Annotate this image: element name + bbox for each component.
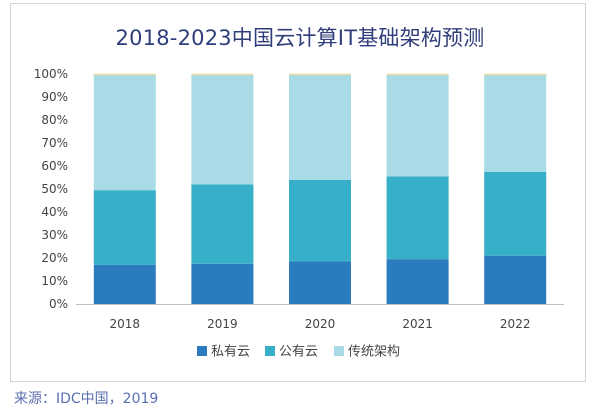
y-tick-label: 10% [41, 274, 68, 288]
bar-2020-series-1 [289, 179, 351, 262]
chart-title: 2018-2023中国云计算IT基础架构预测 [115, 26, 485, 50]
bar-2022-series-2 [484, 74, 547, 172]
bar-2020-series-0 [289, 261, 351, 304]
legend-label-1: 公有云 [279, 345, 318, 360]
y-tick-label: 20% [41, 251, 68, 265]
bar-2019-series-0 [191, 263, 254, 304]
bar-2019-series-1 [191, 184, 254, 264]
y-tick-label: 30% [41, 228, 68, 242]
y-tick-label: 50% [41, 182, 68, 196]
source-note: 来源：IDC中国，2019 [14, 391, 159, 407]
bar-2022-series-1 [484, 171, 547, 256]
y-tick-label: 100% [34, 67, 68, 81]
x-tick-label: 2022 [500, 317, 531, 331]
legend-swatch-1 [265, 346, 275, 356]
bar-2021-series-1 [386, 176, 449, 260]
y-tick-label: 40% [41, 205, 68, 219]
bar-2021-series-0 [386, 259, 449, 304]
y-tick-label: 60% [41, 159, 68, 173]
y-tick-label: 70% [41, 136, 68, 150]
bar-2018-series-2 [93, 74, 156, 191]
legend-swatch-0 [197, 346, 207, 356]
legend-label-2: 传统架构 [348, 345, 400, 360]
bar-2021-series-2 [386, 74, 449, 177]
y-tick-label: 80% [41, 113, 68, 127]
x-tick-label: 2021 [402, 317, 433, 331]
legend-label-0: 私有云 [211, 345, 250, 360]
x-tick-label: 2020 [305, 317, 336, 331]
y-tick-label: 90% [41, 90, 68, 104]
bar-2022-series-0 [484, 255, 547, 304]
bar-2018-series-0 [93, 264, 156, 304]
bar-2020-series-2 [289, 74, 351, 180]
y-tick-label: 0% [49, 297, 68, 311]
x-tick-label: 2018 [110, 317, 141, 331]
bar-2019-series-2 [191, 74, 254, 185]
x-tick-label: 2019 [207, 317, 238, 331]
bar-2018-series-1 [93, 190, 156, 265]
legend-swatch-2 [334, 346, 344, 356]
